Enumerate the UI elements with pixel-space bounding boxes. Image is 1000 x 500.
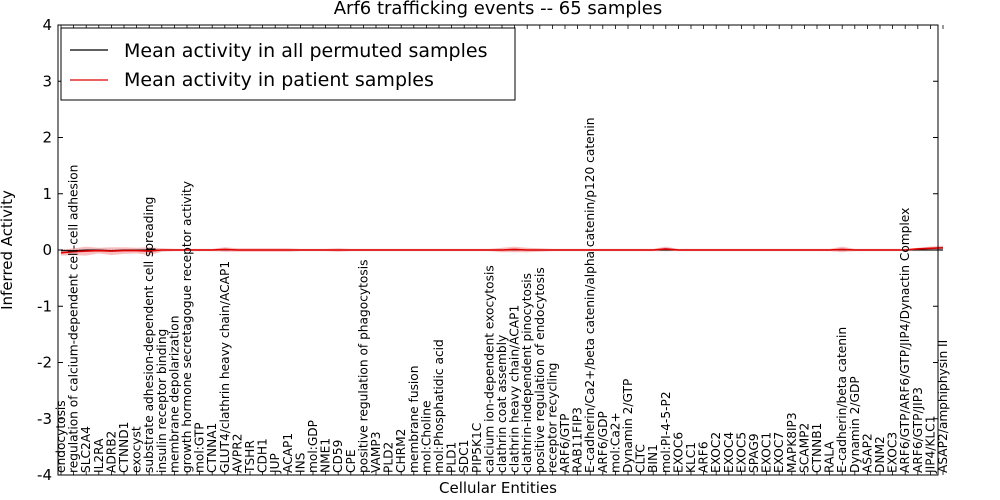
legend-box <box>60 27 516 101</box>
x-tick-label: mol:Ca2+ <box>608 412 622 473</box>
x-tick-label: mol:GDP <box>306 420 320 473</box>
x-tick-label: ARF6 <box>697 441 711 473</box>
x-tick-label: CHRM2 <box>394 429 408 473</box>
y-tick-label: -4 <box>37 466 52 484</box>
x-tick-label: exocyst <box>130 426 144 473</box>
x-tick-label: receptor recycling <box>545 363 559 473</box>
x-tick-label: EXOC3 <box>886 432 900 473</box>
x-tick-label: positive regulation of phagocytosis <box>356 260 370 473</box>
x-tick-label: EXOC2 <box>709 432 723 473</box>
x-tick-label: ARF6/GDP <box>596 411 610 473</box>
plot-frame <box>57 24 939 476</box>
chart-title: Arf6 trafficking events -- 65 samples <box>334 0 663 19</box>
x-tick-label: mol:Choline <box>419 400 433 473</box>
x-tick-label: ARF6/GTP <box>558 414 572 473</box>
x-tick-label: CTNND1 <box>117 422 131 473</box>
x-tick-label: NME1 <box>319 438 333 473</box>
x-tick-label: DNM2 <box>873 436 887 473</box>
x-tick-label: RAB11FIP3 <box>571 407 585 473</box>
x-tick-label: CPE <box>344 449 358 473</box>
x-tick-label: SLC2A4 <box>79 426 93 473</box>
x-tick-label: EXOC6 <box>671 432 685 473</box>
x-tick-label: EXOC7 <box>772 432 786 473</box>
x-tick-label: CD59 <box>331 440 345 473</box>
x-tick-label: regulation of calcium-dependent cell-cel… <box>67 165 81 473</box>
x-axis-label: Cellular Entities <box>439 479 557 497</box>
y-tick-label: 3 <box>42 72 52 90</box>
x-tick-label: ACAP1 <box>281 433 295 473</box>
y-axis-label: Inferred Activity <box>0 190 16 310</box>
x-tick-label: clathrin coat assembly <box>495 335 509 473</box>
x-tick-label: E-cadherin/beta catenin <box>835 327 849 473</box>
x-tick-label: substrate adhesion-dependent cell spread… <box>142 197 156 473</box>
series-line-1 <box>60 247 944 254</box>
x-tick-label: ARF6/GTP/JIP3 <box>911 387 925 473</box>
y-tick-label: 2 <box>42 129 52 147</box>
x-tick-label: PIP5K1C <box>470 423 484 473</box>
y-tick-label: 1 <box>42 185 52 203</box>
x-tick-label: ADRB2 <box>104 431 118 473</box>
x-tick-label: calcium ion-dependent exocytosis <box>482 265 496 473</box>
legend: Mean activity in all permuted samples Me… <box>60 27 516 101</box>
x-tick-label: membrane fusion <box>407 366 421 474</box>
y-tick-label: 0 <box>42 241 52 259</box>
y-tick-label: -1 <box>37 297 52 315</box>
x-tick-label: TSHR <box>243 440 257 474</box>
x-tick-label: EXOC4 <box>722 432 736 473</box>
x-tick-label: mol:GTP <box>193 422 207 473</box>
x-tick-label: mol:PI-4-5-P2 <box>659 391 673 473</box>
x-tick-label: INS <box>293 452 307 473</box>
x-tick-label: IL2RA <box>92 438 106 473</box>
x-tick-label: E-cadherin/Ca2+/beta catenin/alpha caten… <box>583 118 597 473</box>
x-tick-label: RALA <box>823 441 837 473</box>
x-tick-label: ASAP2/amphiphysin II <box>936 340 950 473</box>
x-tick-label: CTNNA1 <box>205 423 219 473</box>
x-tick-label: PLD1 <box>445 442 459 473</box>
x-tick-label: ASAP2 <box>860 433 874 473</box>
x-tick-label: AVPR2 <box>230 434 244 473</box>
x-tick-label: mol:Phosphatidic acid <box>432 339 446 473</box>
x-tick-label: CTNNB1 <box>810 423 824 473</box>
legend-label-patient: Mean activity in patient samples <box>124 69 434 91</box>
x-tick-label: JIP4/KLC1 <box>923 416 937 474</box>
x-tick-label: growth hormone secretagogue receptor act… <box>180 181 194 473</box>
x-tick-label: MAPK8IP3 <box>785 412 799 473</box>
x-tick-label: CLTC <box>634 444 648 473</box>
x-tick-label: CDH1 <box>256 438 270 473</box>
x-tick-label: EXOC1 <box>760 432 774 473</box>
x-tick-label: JUP <box>268 453 282 474</box>
y-tick-label: -2 <box>37 354 52 372</box>
x-tick-label: clathrin-independent pinocytosis <box>520 273 534 473</box>
x-tick-label: Dynamin 2/GDP <box>848 376 862 473</box>
x-tick-label: membrane depolarization <box>167 316 181 473</box>
x-tick-label: VAMP3 <box>369 431 383 473</box>
x-tick-label: SPAG9 <box>747 433 761 473</box>
x-tick-label: Dynamin 2/GTP <box>621 379 635 473</box>
x-tick-label: insulin receptor binding <box>155 329 169 473</box>
x-tick-label: clathrin heavy chain/ACAP1 <box>508 305 522 473</box>
y-tick-label: -3 <box>37 410 52 428</box>
x-tick-label: ARF6/GTP/ARF6/GTP/JIP4/Dynactin Complex <box>898 208 912 473</box>
x-tick-label: positive regulation of endocytosis <box>533 267 547 473</box>
x-tick-label: SDC1 <box>457 440 471 473</box>
x-tick-label: EXOC5 <box>734 432 748 473</box>
x-tick-label: PLD2 <box>382 442 396 473</box>
y-tick-label: 4 <box>42 16 52 34</box>
x-tick-label: BIN1 <box>646 444 660 473</box>
x-tick-label: SCAMP2 <box>797 423 811 473</box>
x-tick-label: GLUT4/clathrin heavy chain/ACAP1 <box>218 261 232 473</box>
legend-label-permuted: Mean activity in all permuted samples <box>124 40 487 62</box>
x-tick-label: KLC1 <box>684 442 698 473</box>
